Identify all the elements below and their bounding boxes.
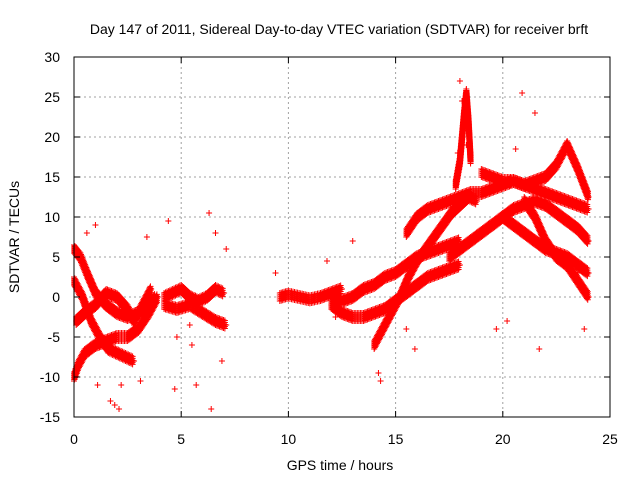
data-point [79,358,86,364]
data-point [113,310,120,316]
chart-title: Day 147 of 2011, Sidereal Day-to-day VTE… [90,21,588,37]
data-point [149,307,156,314]
data-point [137,310,144,316]
data-point [154,294,161,300]
series-track-f [161,298,228,332]
data-point [131,320,138,327]
data-point [81,350,88,356]
data-point [92,290,99,296]
data-point [153,300,160,307]
data-point [150,306,157,312]
data-point [151,304,158,311]
data-point [134,315,141,322]
data-point [152,302,159,308]
data-point [151,303,158,310]
data-point [135,326,142,332]
data-point [136,311,143,318]
data-point [146,312,153,319]
data-point [132,319,139,326]
data-point [148,308,155,315]
data-point [91,346,98,353]
data-point [75,362,82,368]
data-point [147,311,154,318]
data-point [153,299,160,306]
data-point [92,342,99,348]
data-point [78,359,85,366]
data-points [71,78,592,412]
data-point [80,356,87,363]
data-point [103,302,110,308]
data-point [78,360,85,367]
data-point [136,312,143,319]
data-point [113,334,120,340]
data-point [146,310,153,316]
data-point [83,270,90,276]
data-point [124,334,131,340]
data-point [135,314,142,320]
data-point [133,316,140,323]
data-point [76,363,83,370]
data-point [76,364,83,371]
